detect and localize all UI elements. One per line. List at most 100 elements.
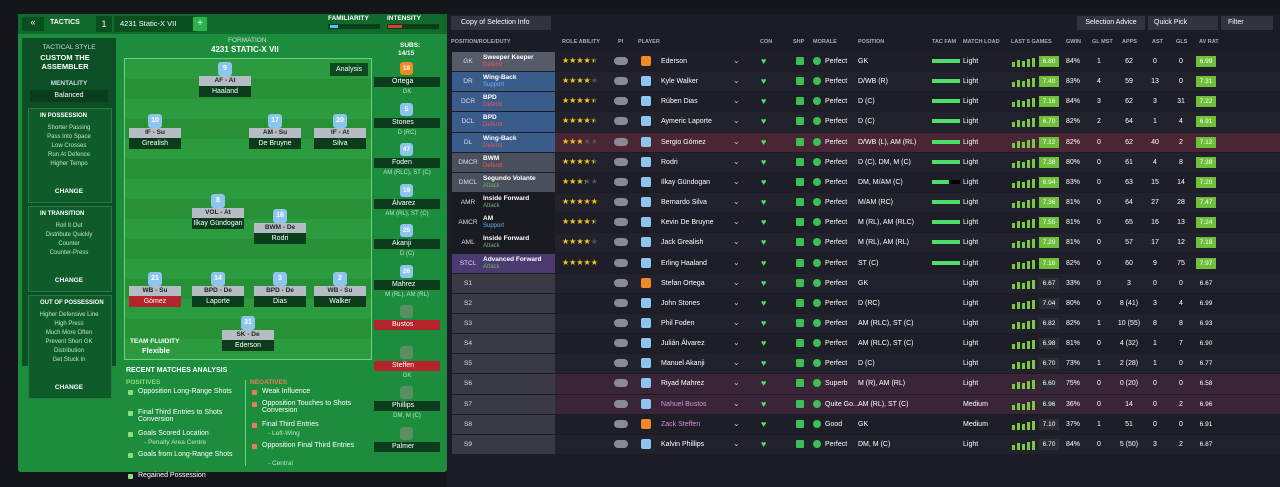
change-button[interactable]: CHANGE [54, 277, 84, 284]
player-name[interactable]: De Bruyne [249, 138, 301, 149]
role-box[interactable]: AM - Su [249, 128, 301, 138]
table-row[interactable] [452, 92, 1280, 112]
player-name[interactable]: Stefan Ortega [661, 279, 705, 287]
role-box[interactable]: IF - At [314, 128, 366, 138]
role-box[interactable]: BWM - De [254, 223, 306, 233]
sub-name[interactable]: Álvarez [374, 198, 440, 209]
sub-name[interactable]: Palmer [374, 441, 440, 452]
table-row[interactable] [452, 434, 1280, 454]
player-name[interactable]: Gómez [129, 296, 181, 307]
filter-button[interactable]: Filter [1221, 16, 1273, 30]
role-box[interactable]: BPD - De [254, 286, 306, 296]
role-box[interactable]: BPD - De [192, 286, 244, 296]
role-box[interactable]: VOL - At [192, 208, 244, 218]
column-header[interactable]: MATCH LOAD [963, 39, 1000, 45]
column-header[interactable]: GL MST [1092, 39, 1113, 45]
player-name[interactable]: Rodri [661, 158, 678, 166]
column-header[interactable]: POSITION/ROLE/DUTY [451, 39, 511, 45]
player-name[interactable]: Ederson [222, 340, 274, 351]
player-name[interactable]: Rúben Dias [661, 98, 698, 106]
advice-button[interactable]: Selection Advice [1077, 16, 1145, 30]
table-row[interactable] [452, 172, 1280, 193]
sub-name[interactable]: Stones [374, 117, 440, 128]
column-header[interactable]: ROLE ABILITY [562, 39, 600, 45]
role-box[interactable]: AF - At [199, 76, 251, 86]
slot[interactable]: 1 [96, 16, 112, 32]
player-name[interactable]: Grealish [129, 138, 181, 149]
player-name[interactable]: Jack Grealish [661, 239, 704, 247]
table-row[interactable] [452, 52, 1280, 72]
add-button[interactable]: + [193, 17, 207, 31]
player-name[interactable]: Sergio Gómez [661, 138, 706, 146]
player-name[interactable]: Ilkay Gündogan [192, 218, 244, 229]
analysis-title[interactable]: RECENT MATCHES ANALYSIS [126, 367, 228, 374]
player-name[interactable]: Dias [254, 296, 306, 307]
player-name[interactable]: Kevin De Bruyne [661, 219, 714, 227]
sub-name[interactable]: Bustos [374, 320, 440, 330]
player-name[interactable]: Nahuel Bustos [661, 400, 707, 408]
sub-name[interactable]: Steffen [374, 360, 440, 371]
role-box[interactable]: IF - Su [129, 128, 181, 138]
table-row[interactable] [452, 233, 1280, 253]
back-button[interactable]: « [22, 17, 44, 31]
sub-name[interactable]: Phillips [374, 401, 440, 411]
sub-name[interactable]: Mahrez [374, 279, 440, 290]
table-row[interactable] [452, 273, 1280, 293]
table-row[interactable] [452, 72, 1280, 92]
player-name[interactable]: Julián Álvarez [661, 340, 705, 348]
player-name[interactable]: Haaland [199, 86, 251, 97]
column-header[interactable]: PLAYER [638, 39, 660, 45]
view-dropdown[interactable]: Copy of Selection Info [451, 16, 551, 30]
table-row[interactable] [452, 374, 1280, 394]
player-name[interactable]: Phil Foden [661, 319, 695, 327]
table-row[interactable] [452, 112, 1280, 132]
player-name[interactable]: Aymeric Laporte [661, 118, 712, 126]
mentality[interactable]: Balanced [30, 90, 108, 102]
player-name[interactable]: Manuel Akanji [661, 360, 705, 368]
role-box[interactable]: WB - Su [129, 286, 181, 296]
table-row[interactable] [452, 152, 1280, 172]
column-header[interactable]: AST [1152, 39, 1163, 45]
player-name[interactable]: Bernardo Silva [661, 199, 707, 207]
table-row[interactable] [452, 414, 1280, 434]
player-name[interactable]: Ederson [661, 58, 688, 65]
formation-name[interactable]: 4231 STATIC-X VII [211, 45, 279, 54]
column-header[interactable]: AV RAT [1199, 39, 1219, 45]
table-row[interactable] [452, 213, 1280, 233]
sub-name[interactable]: Ortega [374, 77, 440, 87]
column-header[interactable]: GLS [1176, 39, 1188, 45]
table-row[interactable] [452, 394, 1280, 414]
role-box[interactable]: WB - Su [314, 286, 366, 296]
player-name[interactable]: Riyad Mahrez [661, 380, 705, 388]
change-button[interactable]: CHANGE [54, 384, 84, 391]
player-name[interactable]: Ilkay Gündogan [661, 178, 711, 186]
column-header[interactable]: TAC FAM [932, 39, 957, 45]
player-name[interactable]: Laporte [192, 296, 244, 307]
column-header[interactable]: SHP [793, 39, 805, 45]
column-header[interactable]: GWIN [1066, 39, 1081, 45]
player-name[interactable]: Walker [314, 296, 366, 307]
column-header[interactable]: POSITION [858, 39, 885, 45]
column-header[interactable]: LAST 5 GAMES [1011, 39, 1052, 45]
tactic-name[interactable]: 4231 Static-X VII [114, 16, 196, 32]
column-header[interactable]: CON [760, 39, 773, 45]
sub-name[interactable]: Akanji [374, 239, 440, 249]
table-row[interactable] [452, 313, 1280, 334]
table-row[interactable] [452, 354, 1280, 374]
player-name[interactable]: John Stones [661, 299, 700, 307]
analysis-button[interactable]: Analysis [330, 63, 368, 76]
quick-pick[interactable]: Quick Pick [1148, 16, 1218, 30]
change-button[interactable]: CHANGE [54, 188, 84, 195]
player-name[interactable]: Zack Steffen [661, 420, 701, 428]
sub-name[interactable]: Foden [374, 158, 440, 168]
column-header[interactable]: PI [618, 39, 624, 45]
role-box[interactable]: SK - De [222, 330, 274, 340]
table-row[interactable] [452, 334, 1280, 354]
player-name[interactable]: Rodri [254, 233, 306, 244]
table-row[interactable] [452, 132, 1280, 152]
column-header[interactable]: MORALE [813, 39, 837, 45]
player-name[interactable]: Kalvin Phillips [661, 440, 705, 448]
table-row[interactable] [452, 193, 1280, 213]
table-row[interactable] [452, 293, 1280, 313]
player-name[interactable]: Silva [314, 138, 366, 149]
